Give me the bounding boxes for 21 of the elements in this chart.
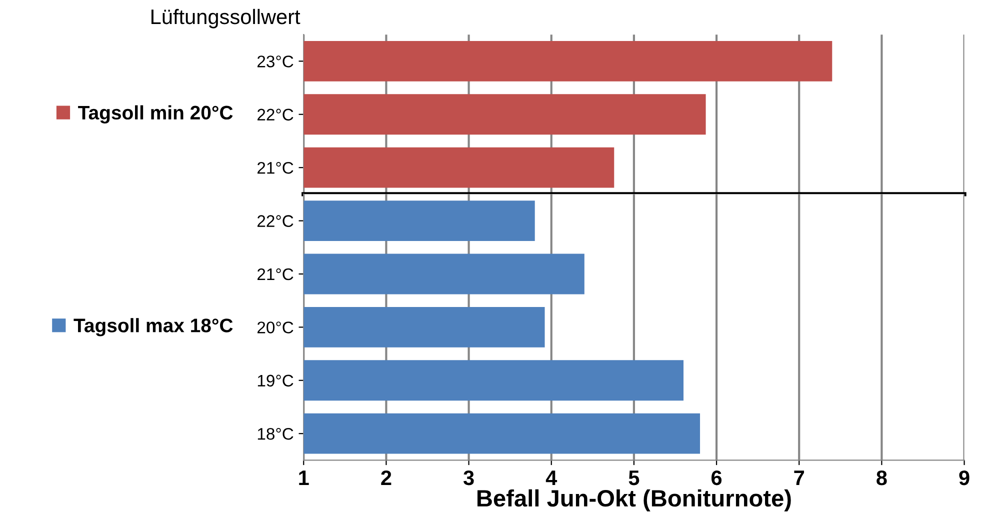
x-tick-label: 4	[546, 470, 558, 485]
x-tick-label: 9	[959, 470, 970, 486]
legend-label: Tagsoll min 20°C	[78, 105, 233, 124]
y-tick-label: 21°C	[258, 162, 294, 174]
x-tick-label: 1	[299, 470, 309, 485]
y-tick-label: 22°C	[258, 215, 294, 227]
x-tick-label: 7	[794, 470, 804, 485]
x-tick-label: 3	[463, 470, 474, 486]
y-axis-title: Lüftungssollwert	[151, 8, 300, 28]
y-tick-label: 19°C	[258, 374, 294, 387]
y-tick-label: 18°C	[258, 428, 294, 440]
y-tick-label: 20°C	[258, 322, 294, 334]
y-tick-label: 21°C	[258, 268, 294, 280]
y-tick-label: 22°C	[258, 108, 294, 121]
x-axis-title: Befall Jun-Okt (Boniturnote)	[477, 489, 791, 512]
x-tick-label: 2	[381, 470, 392, 485]
legend-label: Tagsoll max 18°C	[74, 318, 233, 336]
x-tick-label: 8	[876, 470, 887, 486]
y-tick-label: 23°C	[258, 56, 294, 68]
x-tick-label: 6	[712, 470, 722, 486]
x-tick-label: 5	[628, 470, 640, 486]
